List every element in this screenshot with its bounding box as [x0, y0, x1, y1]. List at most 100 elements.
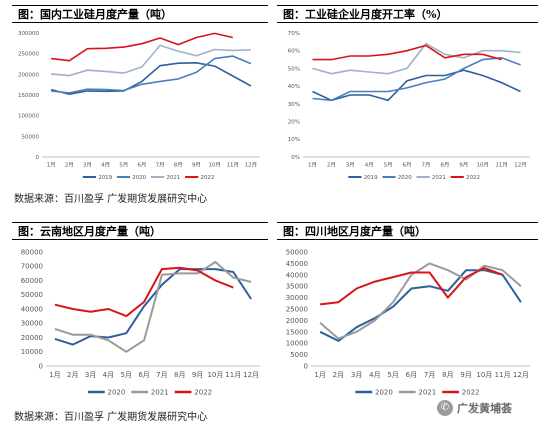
y-tick-label: 10%	[288, 137, 300, 143]
x-tick-label: 10月	[207, 371, 223, 379]
x-tick-label: 7月	[156, 371, 167, 379]
series-line-2021	[51, 44, 251, 77]
x-tick-label: 5月	[121, 371, 132, 379]
series-line-2020	[51, 55, 252, 94]
x-tick-label: 7月	[156, 162, 165, 169]
y-tick-label: 40000	[21, 305, 43, 313]
y-tick-label: 40%	[288, 84, 300, 90]
x-tick-label: 6月	[137, 162, 146, 169]
x-tick-label: 11月	[495, 371, 511, 379]
x-tick-label: 9月	[192, 162, 201, 169]
y-tick-label: 70000	[21, 263, 43, 271]
y-tick-label: 150000	[18, 93, 39, 99]
x-tick-label: 11月	[225, 371, 241, 379]
y-tick-label: 50000	[286, 248, 308, 256]
y-tick-label: 0	[304, 362, 308, 370]
y-tick-label: 20000	[21, 334, 43, 342]
x-tick-label: 9月	[459, 162, 468, 169]
series-line-2019	[312, 69, 521, 102]
legend-label-2022: 2022	[466, 175, 480, 181]
x-tick-label: 3月	[85, 371, 96, 379]
y-tick-label: 10000	[286, 340, 308, 348]
series-line-2022	[51, 32, 233, 62]
x-tick-label: 6月	[406, 371, 417, 379]
series-line-2021	[54, 261, 252, 353]
x-tick-label: 8月	[442, 371, 453, 379]
source-note: 数据来源：百川盈孚 广发期货发展研究中心	[14, 194, 208, 205]
chart-panel-yunnan-output: 图：云南地区月度产量（吨） 0 10000 20000 30000 40000 50000…	[12, 222, 268, 402]
x-tick-label: 12月	[513, 371, 529, 379]
y-tick-label: 25000	[286, 305, 308, 313]
series-line-2020	[319, 269, 522, 342]
chart-panel-sichuan-output: 图：四川地区月度产量（吨） 0 5000 10000 15000 20000 25000 3…	[277, 222, 538, 402]
chart-title: 图：四川地区月度产量（吨）	[277, 222, 538, 240]
series-line-2021	[319, 262, 522, 340]
y-tick-label: 20000	[286, 317, 308, 325]
x-tick-label: 2月	[67, 371, 78, 379]
x-tick-label: 4月	[101, 162, 110, 169]
series-line-2022	[312, 44, 502, 61]
x-tick-label: 8月	[174, 371, 185, 379]
y-tick-label: 5000	[290, 351, 308, 359]
x-tick-label: 3月	[346, 162, 355, 169]
y-tick-label: 0	[36, 155, 40, 161]
y-tick-label: 300000	[18, 31, 39, 37]
chart-title: 图：工业硅企业月度开工率（%）	[277, 5, 538, 23]
x-tick-label: 5月	[387, 371, 398, 379]
y-tick-label: 40000	[286, 271, 308, 279]
x-tick-label: 3月	[351, 371, 362, 379]
legend-label-2020: 2020	[398, 175, 412, 181]
series-line-2019	[50, 62, 252, 95]
series-line-2022	[319, 267, 503, 306]
legend-label-2020: 2020	[375, 388, 393, 396]
chart-panel-national-output: 图：国内工业硅月度产量（吨） 0 50000 100000 150000 200000 2…	[12, 5, 268, 188]
legend-label-2021: 2021	[432, 175, 446, 181]
x-tick-label: 10月	[476, 371, 492, 379]
legend-label-2022: 2022	[201, 175, 215, 181]
legend-label-2019: 2019	[98, 175, 112, 181]
y-tick-label: 30000	[286, 294, 308, 302]
x-tick-label: 11月	[227, 162, 240, 169]
x-tick-label: 4月	[103, 371, 114, 379]
legend-label-2021: 2021	[418, 388, 436, 396]
x-tick-label: 8月	[440, 162, 449, 169]
x-tick-label: 9月	[192, 371, 203, 379]
y-tick-label: 60%	[288, 49, 300, 55]
y-tick-label: 70%	[288, 31, 300, 37]
x-tick-label: 1月	[314, 371, 325, 379]
x-tick-label: 6月	[403, 162, 412, 169]
line-chart-national-output: 0 50000 100000 150000 200000 250000 300000 1月 2月…	[18, 31, 260, 181]
x-tick-label: 4月	[365, 162, 374, 169]
x-tick-label: 1月	[47, 162, 56, 169]
x-tick-label: 7月	[421, 162, 430, 169]
chart-panel-operating-rate: 图：工业硅企业月度开工率（%） 0% 10% 20% 30% 40% 50% 60% 70% 1…	[277, 5, 538, 188]
y-tick-label: 250000	[18, 52, 39, 58]
legend-label-2019: 2019	[364, 175, 378, 181]
y-tick-label: 15000	[286, 328, 308, 336]
legend-label-2020: 2020	[108, 388, 126, 396]
wechat-icon: ✆	[437, 400, 453, 416]
x-tick-label: 12月	[243, 371, 259, 379]
x-tick-label: 5月	[119, 162, 128, 169]
watermark: ✆ 广发黄埔荟	[437, 398, 512, 418]
x-tick-label: 2月	[333, 371, 344, 379]
series-line-2020	[54, 268, 252, 346]
x-tick-label: 5月	[384, 162, 393, 169]
y-tick-label: 45000	[286, 260, 308, 268]
x-tick-label: 6月	[138, 371, 149, 379]
series-line-2020	[312, 57, 521, 102]
x-tick-label: 2月	[327, 162, 336, 169]
x-tick-label: 10月	[208, 162, 221, 169]
line-chart-yunnan-output: 0 10000 20000 30000 40000 50000 60000 70000 8000…	[21, 248, 260, 396]
x-tick-label: 10月	[476, 162, 489, 169]
chart-title: 图：国内工业硅月度产量（吨）	[12, 5, 268, 23]
legend-label-2021: 2021	[166, 175, 180, 181]
legend-label-2021: 2021	[151, 388, 169, 396]
x-tick-label: 4月	[369, 371, 380, 379]
x-tick-label: 9月	[460, 371, 471, 379]
y-tick-label: 80000	[21, 248, 43, 256]
y-tick-label: 30%	[288, 102, 300, 108]
series-line-2022	[54, 266, 234, 318]
x-tick-label: 11月	[495, 162, 508, 169]
y-tick-label: 100000	[18, 114, 39, 120]
